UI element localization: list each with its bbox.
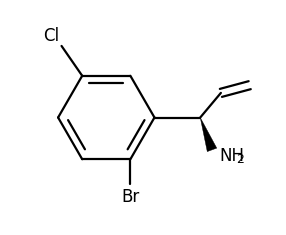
Polygon shape [200, 118, 217, 152]
Text: 2: 2 [236, 153, 244, 166]
Text: NH: NH [219, 147, 244, 164]
Text: Br: Br [121, 188, 140, 206]
Text: Cl: Cl [43, 27, 59, 45]
